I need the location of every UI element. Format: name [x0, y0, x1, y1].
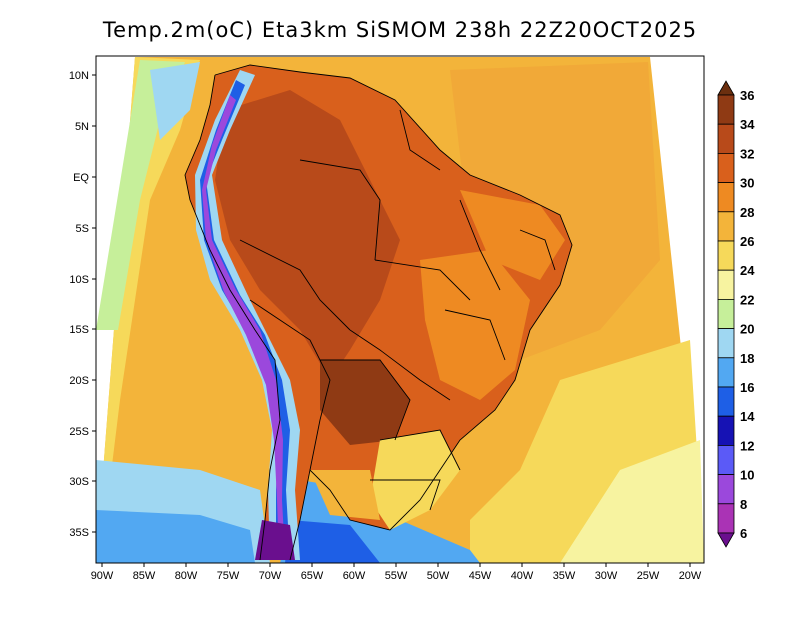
lat-tick-label: 20S	[69, 375, 89, 387]
amazon-hot-zone	[215, 90, 400, 380]
map-title: Temp.2m(oC) Eta3km SiSMOM 238h 22Z20OCT2…	[102, 18, 698, 42]
lon-tick-label: 65W	[301, 570, 324, 582]
colorbar-segment	[717, 94, 735, 125]
colorbar-label: 10	[740, 468, 754, 483]
colorbar-segment	[717, 444, 735, 475]
colorbar-label: 30	[740, 176, 754, 191]
colorbar-segment	[717, 386, 735, 417]
ocean-cooler-south	[560, 440, 704, 563]
colorbar-segment	[717, 240, 735, 271]
lon-tick-label: 50W	[427, 570, 450, 582]
pacific-lightblue-north	[150, 62, 200, 140]
colorbar-segment	[717, 298, 735, 329]
lon-tick-label: 45W	[469, 570, 492, 582]
chaco-hot-zone	[320, 360, 410, 445]
andes-deep-purple	[255, 520, 295, 560]
colorbar-segment	[717, 269, 735, 300]
lat-tick-label: 5S	[76, 223, 89, 235]
colorbar-segment	[717, 415, 735, 446]
lon-tick-label: 35W	[553, 570, 576, 582]
colorbar-label: 24	[740, 263, 755, 278]
lat-tick-label: 15S	[69, 324, 89, 336]
colorbar-label: 28	[740, 205, 754, 220]
northeast-brazil	[460, 190, 565, 280]
colorbar-segment	[717, 152, 735, 183]
country-borders	[184, 64, 573, 561]
colorbar-label: 16	[740, 380, 754, 395]
lon-tick-label: 90W	[91, 570, 114, 582]
lat-tick-label: 35S	[69, 527, 89, 539]
lat-tick-label: 10N	[69, 70, 89, 82]
pampas-mild	[310, 470, 380, 520]
atlantic-colder-argentina	[285, 520, 380, 563]
colorbar-label: 22	[740, 292, 754, 307]
lon-tick-label: 20W	[679, 570, 702, 582]
map-frame	[95, 55, 705, 564]
colorbar-label: 14	[740, 409, 755, 424]
longitude-axis: 90W 85W 80W 75W 70W 65W 60W 55W 50W 45W 40W 35W 30W 2…	[91, 563, 702, 582]
colorbar-bottom-arrow	[717, 532, 735, 548]
lon-tick-label: 30W	[595, 570, 618, 582]
map-field	[96, 57, 704, 563]
colorbar-label: 36	[740, 88, 754, 103]
lon-tick-label: 55W	[385, 570, 408, 582]
pacific-south-colder	[96, 510, 255, 563]
lon-tick-label: 60W	[343, 570, 366, 582]
lon-tick-label: 70W	[259, 570, 282, 582]
lon-tick-label: 25W	[637, 570, 660, 582]
colorbar-segment	[717, 182, 735, 213]
lat-tick-label: 5N	[75, 121, 89, 133]
lon-tick-label: 80W	[175, 570, 198, 582]
colorbar-label: 20	[740, 322, 754, 337]
colorbar-segment	[717, 328, 735, 359]
colorbar: 36 34 32 30 28 26 24 22 20 18 16 14 12 10 8 6	[717, 80, 755, 548]
colorbar-segment	[717, 211, 735, 242]
lon-tick-label: 75W	[217, 570, 240, 582]
latitude-axis: 10N 5N EQ 5S 10S 15S 20S 25S 30S 35S	[69, 70, 96, 539]
lat-tick-label: 10S	[69, 274, 89, 286]
colorbar-label: 26	[740, 234, 754, 249]
colorbar-label: 18	[740, 351, 754, 366]
colorbar-segment	[717, 357, 735, 388]
lat-tick-label: EQ	[73, 172, 89, 184]
colorbar-label: 6	[740, 526, 747, 541]
colorbar-top-arrow	[717, 80, 735, 96]
pacific-green	[96, 60, 185, 330]
brazil-highlands	[420, 250, 530, 400]
colorbar-segment	[717, 503, 735, 534]
colorbar-label: 8	[740, 497, 747, 512]
colorbar-label: 32	[740, 146, 754, 161]
lon-tick-label: 85W	[133, 570, 156, 582]
colorbar-label: 34	[740, 117, 755, 132]
colorbar-segment	[717, 123, 735, 154]
colorbar-segment	[717, 474, 735, 505]
andes-purple	[202, 95, 285, 555]
lon-tick-label: 40W	[511, 570, 534, 582]
colorbar-label: 12	[740, 438, 754, 453]
lat-tick-label: 25S	[69, 426, 89, 438]
lat-tick-label: 30S	[69, 476, 89, 488]
